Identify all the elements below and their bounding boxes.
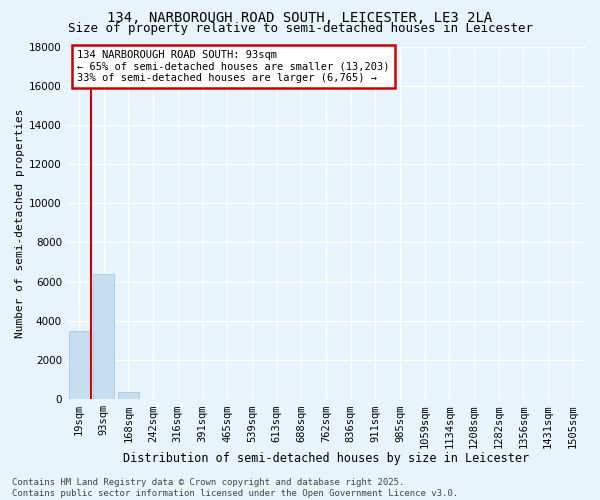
Bar [118,392,139,399]
Bar [94,274,114,399]
Y-axis label: Number of semi-detached properties: Number of semi-detached properties [15,108,25,338]
Text: Size of property relative to semi-detached houses in Leicester: Size of property relative to semi-detach… [67,22,533,35]
X-axis label: Distribution of semi-detached houses by size in Leicester: Distribution of semi-detached houses by … [123,452,529,465]
Text: 134, NARBOROUGH ROAD SOUTH, LEICESTER, LE3 2LA: 134, NARBOROUGH ROAD SOUTH, LEICESTER, L… [107,11,493,25]
Text: 134 NARBOROUGH ROAD SOUTH: 93sqm
← 65% of semi-detached houses are smaller (13,2: 134 NARBOROUGH ROAD SOUTH: 93sqm ← 65% o… [77,50,389,83]
Bar [68,330,89,399]
Text: Contains HM Land Registry data © Crown copyright and database right 2025.
Contai: Contains HM Land Registry data © Crown c… [12,478,458,498]
